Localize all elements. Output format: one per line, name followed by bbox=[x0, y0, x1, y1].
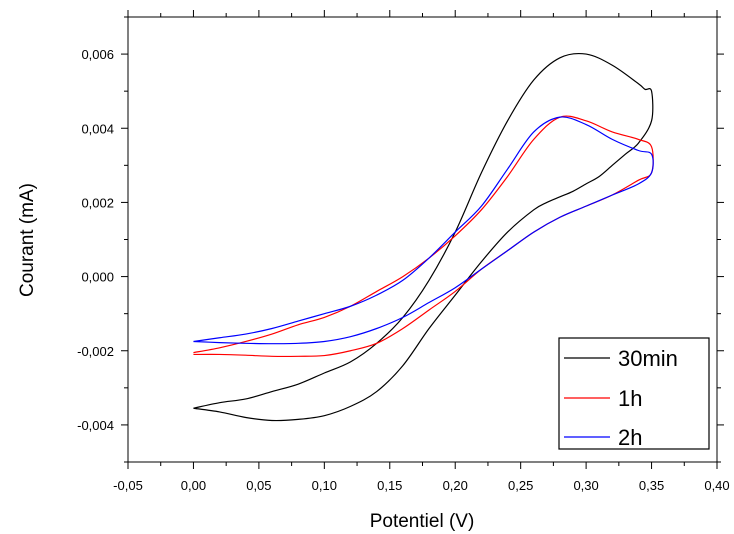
x-tick-label: 0,30 bbox=[573, 478, 598, 493]
y-tick-label: 0,006 bbox=[81, 47, 114, 62]
x-tick-label: 0,15 bbox=[377, 478, 402, 493]
x-tick-label: 0,20 bbox=[443, 478, 468, 493]
legend-label-30min: 30min bbox=[618, 346, 678, 371]
x-tick-label: -0,05 bbox=[113, 478, 143, 493]
legend-box bbox=[558, 337, 710, 450]
x-tick-label: 0,05 bbox=[246, 478, 271, 493]
axis-tick-labels: -0,05 0,00 0,05 0,10 0,15 0,20 0,25 0,30 0,35 0,4… bbox=[77, 47, 730, 493]
y-tick-label: 0,002 bbox=[81, 195, 114, 210]
x-tick-label: 0,40 bbox=[704, 478, 729, 493]
y-tick-label: 0,000 bbox=[81, 270, 114, 285]
legend-label-1h: 1h bbox=[618, 386, 642, 411]
y-tick-label: -0,002 bbox=[77, 344, 114, 359]
x-tick-label: 0,00 bbox=[181, 478, 206, 493]
x-tick-label: 0,10 bbox=[312, 478, 337, 493]
x-axis-title: Potentiel (V) bbox=[370, 511, 475, 532]
axis-ticks bbox=[121, 10, 724, 469]
y-tick-label: 0,004 bbox=[81, 121, 114, 136]
series-layer bbox=[193, 52, 654, 422]
y-tick-label: -0,004 bbox=[77, 418, 114, 433]
legend-label-2h: 2h bbox=[618, 425, 642, 450]
legend: 30min 1h 2h bbox=[558, 337, 710, 450]
x-tick-label: 0,25 bbox=[508, 478, 533, 493]
series-line-2h bbox=[193, 116, 654, 345]
series-line-1h bbox=[193, 115, 654, 358]
x-tick-label: 0,35 bbox=[639, 478, 664, 493]
y-axis-title: Courant (mA) bbox=[17, 183, 38, 297]
